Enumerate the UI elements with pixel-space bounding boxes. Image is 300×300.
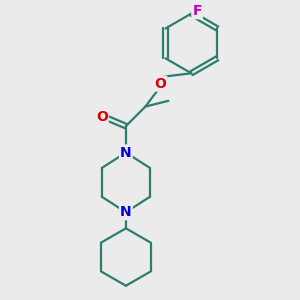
Text: N: N: [120, 146, 132, 160]
Text: O: O: [154, 76, 166, 91]
Text: O: O: [96, 110, 108, 124]
Text: N: N: [120, 205, 132, 219]
Text: F: F: [192, 4, 202, 18]
